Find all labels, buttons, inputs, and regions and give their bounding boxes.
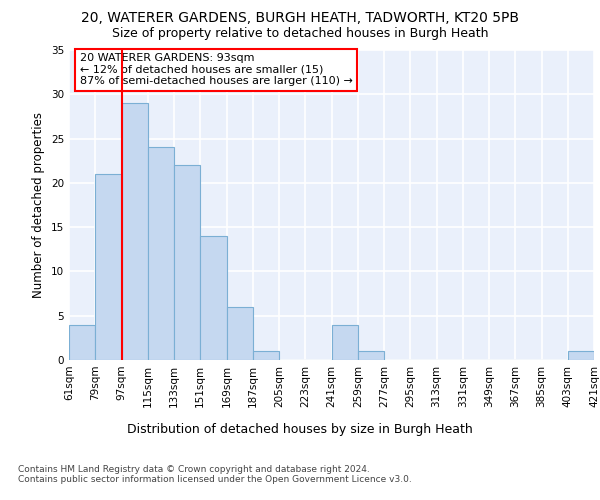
Bar: [568, 351, 594, 360]
Bar: [95, 174, 121, 360]
Bar: [121, 103, 148, 360]
Bar: [200, 236, 227, 360]
Y-axis label: Number of detached properties: Number of detached properties: [32, 112, 46, 298]
Bar: [331, 324, 358, 360]
Text: Contains HM Land Registry data © Crown copyright and database right 2024.
Contai: Contains HM Land Registry data © Crown c…: [18, 465, 412, 484]
Bar: [253, 351, 279, 360]
Text: 20 WATERER GARDENS: 93sqm
← 12% of detached houses are smaller (15)
87% of semi-: 20 WATERER GARDENS: 93sqm ← 12% of detac…: [79, 53, 352, 86]
Bar: [148, 148, 174, 360]
Text: Distribution of detached houses by size in Burgh Heath: Distribution of detached houses by size …: [127, 422, 473, 436]
Text: Size of property relative to detached houses in Burgh Heath: Size of property relative to detached ho…: [112, 28, 488, 40]
Text: 20, WATERER GARDENS, BURGH HEATH, TADWORTH, KT20 5PB: 20, WATERER GARDENS, BURGH HEATH, TADWOR…: [81, 12, 519, 26]
Bar: [227, 307, 253, 360]
Bar: [174, 165, 200, 360]
Bar: [358, 351, 384, 360]
Bar: [69, 324, 95, 360]
